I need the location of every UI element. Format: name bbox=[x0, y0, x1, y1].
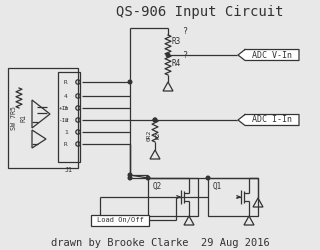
Text: 0R2: 0R2 bbox=[147, 130, 151, 140]
Text: 2: 2 bbox=[64, 118, 68, 122]
Text: ADC I-In: ADC I-In bbox=[252, 116, 292, 124]
Text: ?: ? bbox=[182, 52, 187, 60]
Polygon shape bbox=[238, 114, 299, 126]
Polygon shape bbox=[238, 50, 299, 60]
Circle shape bbox=[128, 173, 132, 177]
Text: ADC V-In: ADC V-In bbox=[252, 50, 292, 59]
Text: 4: 4 bbox=[64, 94, 68, 98]
Text: Load On/Off: Load On/Off bbox=[97, 217, 143, 223]
Text: J1: J1 bbox=[65, 167, 73, 173]
Bar bbox=[58, 72, 80, 162]
Text: -In: -In bbox=[59, 118, 69, 122]
Circle shape bbox=[146, 176, 150, 180]
Text: R3: R3 bbox=[172, 38, 181, 46]
Circle shape bbox=[128, 176, 132, 180]
Circle shape bbox=[128, 80, 132, 84]
Circle shape bbox=[166, 53, 170, 57]
Text: drawn by Brooke Clarke  29 Aug 2016: drawn by Brooke Clarke 29 Aug 2016 bbox=[51, 238, 269, 248]
Text: 1: 1 bbox=[64, 130, 68, 134]
Text: R2: R2 bbox=[156, 131, 161, 139]
Text: R1: R1 bbox=[21, 114, 27, 122]
Bar bbox=[8, 68, 78, 168]
Text: Q2: Q2 bbox=[153, 182, 162, 190]
Text: R4: R4 bbox=[172, 58, 181, 68]
Text: SW 7R5: SW 7R5 bbox=[11, 106, 17, 130]
Text: R: R bbox=[64, 142, 68, 146]
Text: Q1: Q1 bbox=[213, 182, 222, 190]
Circle shape bbox=[206, 176, 210, 180]
Bar bbox=[208, 178, 258, 216]
Text: 3: 3 bbox=[64, 106, 68, 110]
Bar bbox=[91, 214, 149, 226]
Text: +In: +In bbox=[59, 106, 69, 110]
Circle shape bbox=[153, 118, 157, 122]
Circle shape bbox=[153, 118, 157, 122]
Text: ?: ? bbox=[182, 28, 187, 36]
Bar bbox=[148, 178, 198, 216]
Text: QS-906 Input Circuit: QS-906 Input Circuit bbox=[116, 5, 284, 19]
Text: R: R bbox=[64, 80, 68, 84]
